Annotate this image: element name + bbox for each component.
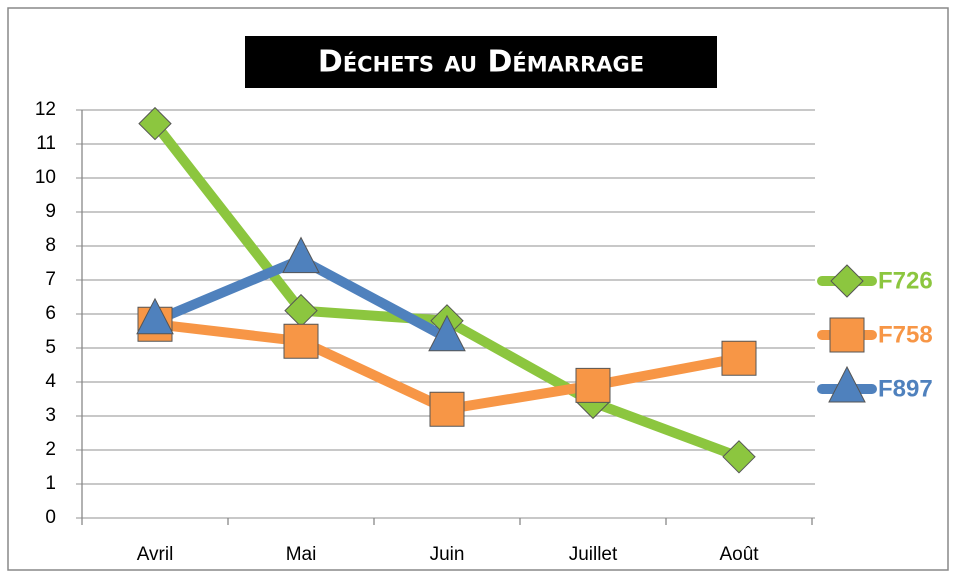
legend-label: F897 (878, 375, 933, 402)
y-tick-label: 1 (45, 473, 56, 494)
x-tick-label: Juillet (569, 544, 618, 565)
marker (282, 236, 320, 274)
marker (828, 365, 866, 403)
x-tick-label: Août (719, 544, 759, 565)
x-tick-label: Juin (430, 544, 465, 565)
marker (138, 106, 172, 141)
marker (722, 440, 756, 474)
legend-label: F726 (878, 267, 933, 294)
marker (283, 323, 319, 359)
y-tick-label: 2 (45, 439, 56, 460)
y-tick-label: 11 (36, 133, 56, 154)
y-tick-label: 0 (45, 507, 56, 528)
marker (829, 317, 865, 353)
y-tick-label: 9 (45, 201, 56, 222)
marker (428, 314, 466, 352)
marker (136, 297, 174, 335)
y-tick-label: 8 (45, 235, 56, 256)
x-tick-label: Mai (286, 544, 317, 565)
marker (429, 391, 465, 427)
y-tick-label: 10 (35, 167, 56, 188)
x-tick-label: Avril (137, 544, 174, 565)
legend-label: F758 (878, 321, 933, 348)
y-tick-label: 5 (45, 337, 56, 358)
y-tick-label: 6 (45, 303, 56, 324)
marker (575, 367, 611, 403)
y-tick-label: 12 (35, 99, 56, 120)
marker (830, 264, 864, 298)
title-box (245, 36, 717, 88)
y-tick-label: 7 (45, 269, 56, 290)
y-tick-label: 3 (45, 405, 56, 426)
y-tick-label: 4 (45, 371, 56, 392)
chart-border (7, 7, 949, 571)
chart-title: Déchets au Démarrage (318, 45, 644, 80)
marker (721, 340, 757, 376)
